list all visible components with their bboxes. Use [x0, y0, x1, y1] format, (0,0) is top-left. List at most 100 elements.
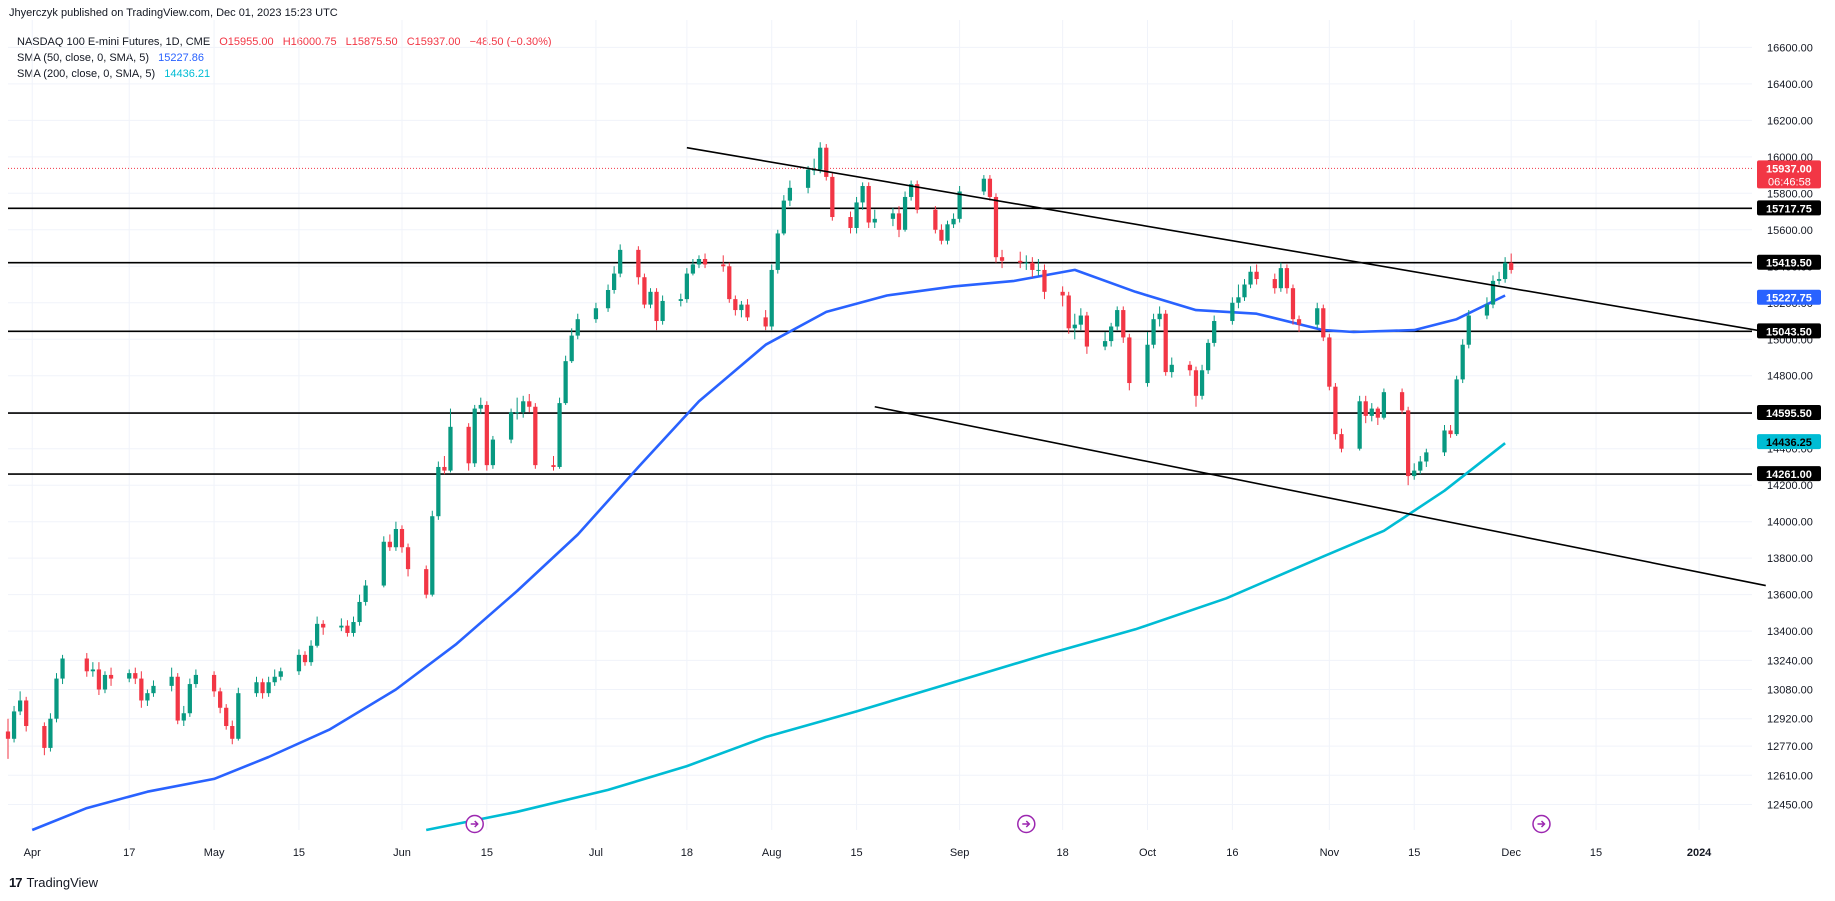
candle-body — [1121, 310, 1126, 338]
candle-body — [527, 401, 532, 407]
sma200-line — [425, 442, 1506, 832]
candle — [515, 397, 520, 420]
candle-body — [987, 178, 993, 197]
candle — [5, 718, 11, 759]
candle — [854, 196, 859, 234]
candle — [1509, 253, 1514, 274]
candle-body — [1296, 319, 1302, 325]
candle — [1060, 286, 1065, 307]
candle — [933, 206, 938, 234]
candle — [1363, 395, 1368, 424]
candle-body — [1157, 313, 1162, 320]
candle — [1230, 297, 1235, 325]
candle-body — [951, 218, 956, 225]
candle — [872, 209, 877, 228]
candle — [1448, 425, 1453, 438]
candle-body — [139, 678, 144, 701]
event-marker-icon[interactable] — [1017, 814, 1036, 834]
candle-body — [981, 178, 986, 192]
candle — [139, 671, 144, 708]
candle-body — [1151, 319, 1156, 345]
candle-body — [1024, 262, 1029, 264]
candle-body — [575, 319, 580, 336]
candle — [1466, 310, 1471, 349]
candle — [424, 565, 429, 599]
candle-body — [818, 147, 823, 170]
candle-body — [1327, 337, 1332, 387]
candle-body — [1060, 291, 1065, 296]
tradingview-logo[interactable]: 17 TradingView — [9, 875, 98, 890]
candle-body — [1503, 262, 1508, 280]
y-tick-label: 14200.00 — [1767, 480, 1813, 492]
candle-body — [278, 671, 283, 677]
candle — [430, 510, 435, 597]
candle-body — [690, 264, 696, 274]
candle — [612, 266, 617, 294]
legend-symbol-title: NASDAQ 100 E-mini Futures, 1D, CME — [17, 36, 211, 48]
candle — [187, 678, 192, 717]
candle-body — [1448, 430, 1453, 435]
candle-body — [145, 693, 150, 701]
candle-body — [18, 700, 23, 712]
event-marker-icon[interactable] — [465, 814, 484, 834]
candle-body — [642, 277, 647, 305]
legend-sma200-row[interactable]: SMA (200, close, 0, SMA, 5) 14436.21 — [17, 66, 558, 82]
candle — [466, 423, 471, 471]
candle-body — [915, 184, 920, 210]
legend-low: L15875.50 — [345, 36, 398, 48]
candle-body — [605, 290, 611, 309]
candle-body — [1278, 268, 1283, 289]
y-tick-label: 13800.00 — [1767, 553, 1813, 565]
candle-body — [508, 412, 514, 440]
candle — [860, 182, 865, 210]
candle-body — [1406, 410, 1411, 477]
price-tag-text: 15937.00 — [1766, 163, 1812, 175]
candle — [236, 687, 241, 741]
candle-body — [381, 541, 386, 586]
candle-body — [84, 658, 89, 672]
candle-body — [1072, 324, 1077, 329]
y-tick-label: 14000.00 — [1767, 517, 1813, 529]
candle — [648, 288, 653, 309]
candle — [266, 676, 271, 697]
candle-body — [424, 569, 429, 595]
candle-body — [54, 678, 59, 719]
candle-body — [478, 404, 483, 409]
candle — [775, 229, 780, 274]
candle — [781, 195, 786, 236]
x-tick-label: 15 — [850, 847, 862, 859]
candle-body — [387, 541, 392, 548]
price-tag-bg — [1757, 160, 1821, 189]
candle — [1024, 255, 1029, 270]
candle — [302, 651, 308, 666]
candle-body — [1127, 337, 1132, 384]
candle — [696, 255, 702, 269]
candle-body — [781, 200, 786, 234]
x-tick-label: Jul — [589, 847, 603, 859]
candle — [678, 293, 683, 307]
candle-body — [1424, 452, 1429, 462]
candle — [1424, 448, 1429, 467]
candle — [1018, 251, 1023, 269]
legend-sma50-row[interactable]: SMA (50, close, 0, SMA, 5) 15227.86 — [17, 50, 558, 66]
candle-body — [733, 299, 738, 311]
legend-sma200-label: SMA (200, close, 0, SMA, 5) — [17, 68, 156, 80]
y-tick-label: 14800.00 — [1767, 371, 1813, 383]
candle — [1212, 315, 1217, 347]
candle — [642, 273, 647, 309]
event-marker-icon[interactable] — [1532, 814, 1551, 834]
candle-body — [957, 191, 962, 219]
candle — [339, 618, 344, 632]
candle — [1102, 331, 1108, 351]
candle — [824, 144, 829, 181]
candle-body — [102, 674, 108, 690]
candle — [527, 393, 532, 413]
candle — [763, 310, 768, 331]
candle-body — [896, 213, 902, 230]
candle-body — [436, 466, 441, 517]
price-tag-text: 14436.25 — [1766, 437, 1812, 449]
candle-body — [1315, 308, 1320, 325]
x-tick-label: 18 — [1057, 847, 1069, 859]
candle — [563, 355, 568, 405]
